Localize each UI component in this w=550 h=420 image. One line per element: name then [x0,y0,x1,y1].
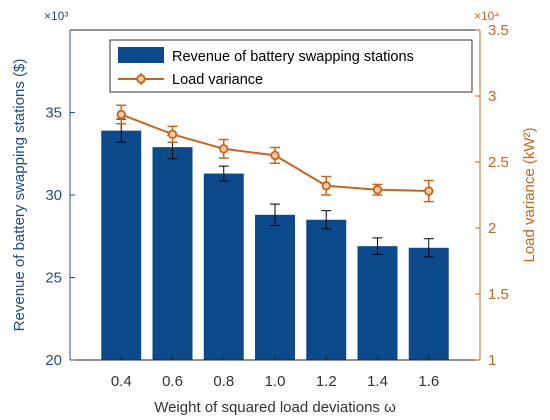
x-tick-label: 0.6 [162,373,183,390]
x-tick-label: 1.6 [418,373,439,390]
bar [255,214,295,360]
bar [306,219,347,360]
legend-label: Revenue of battery swapping stations [172,49,414,65]
bar [357,246,398,360]
line-point [372,185,383,195]
x-tick-label: 0.4 [111,373,132,390]
bar [408,247,449,360]
x-axis-label: Weight of squared load deviations ω [154,399,396,416]
y-left-tick-label: 30 [45,187,62,204]
line-point [116,109,126,120]
x-tick-label: 1.4 [367,373,388,390]
bar-series [101,118,449,360]
x-tick-label: 0.8 [213,373,234,390]
line-point [270,150,280,161]
legend: Revenue of battery swapping stations Load… [109,39,473,93]
bar [101,130,142,360]
y-right-tick-label: 1.5 [488,286,509,303]
x-tick-label: 1.2 [316,373,337,390]
y-left-axis-label: Revenue of battery swapping stations ($) [11,59,28,332]
line-point [321,181,331,191]
axes: 20 25 30 35 1 1.5 2 2.5 3 3.5 0.4 0.6 0.8 1.0 1.2 1.4 1.… [11,9,538,416]
y-left-tick-label: 35 [45,105,62,122]
y-right-tick-label: 2 [488,220,496,237]
legend-box [109,39,473,93]
y-right-tick-label: 3.5 [488,22,509,39]
y-left-tick-label: 25 [45,270,62,287]
y-right-multiplier: ×10⁴ [474,9,500,23]
y-right-axis-label: Load variance (kW²) [521,127,538,262]
y-right-tick-label: 3 [488,88,496,105]
legend-bar-swatch [118,47,164,63]
legend-line-marker [136,74,146,84]
y-left-tick-label: 20 [45,352,62,369]
legend-label: Load variance [172,72,263,88]
bar [203,173,244,360]
line-point [424,186,434,196]
x-tick-label: 1.0 [265,373,286,390]
y-right-tick-label: 1 [488,352,496,369]
y-right-tick-label: 2.5 [488,154,509,171]
line-point [167,129,178,139]
line-point [219,144,229,154]
bar [152,147,193,360]
line-series [116,104,434,203]
y-left-multiplier: ×10³ [44,9,68,23]
